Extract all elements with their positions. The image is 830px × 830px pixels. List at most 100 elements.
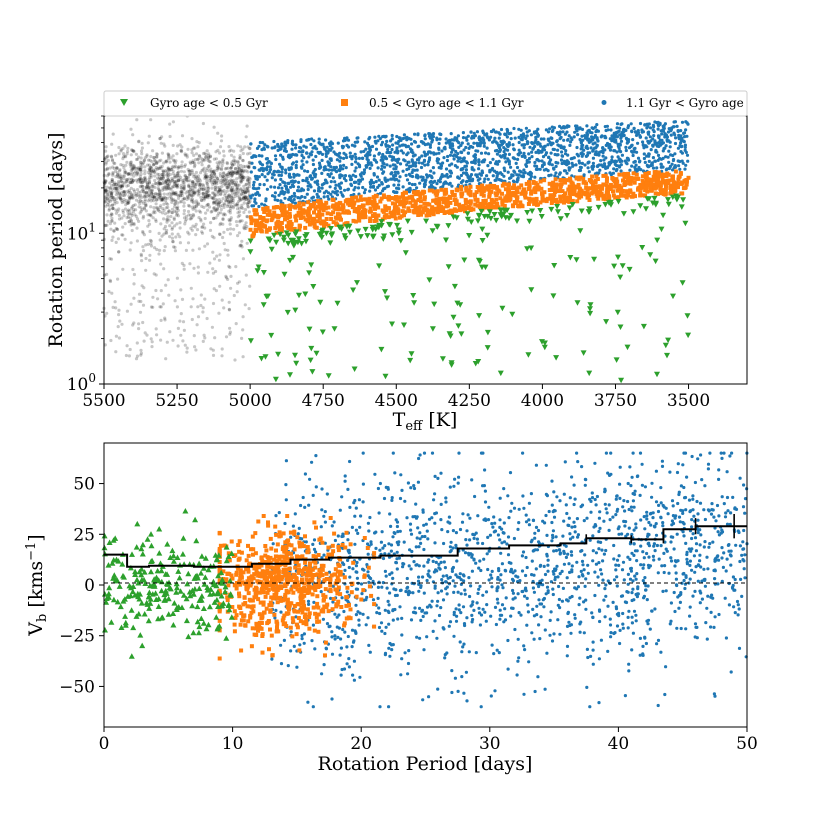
point-excluded [131, 323, 135, 327]
point-old [317, 185, 321, 190]
point-excluded [129, 127, 133, 131]
point-excluded [174, 235, 178, 239]
point-excluded [190, 188, 194, 192]
point-excluded [130, 212, 134, 216]
point-old [636, 131, 641, 135]
point-young [260, 270, 267, 276]
point-intermediate [254, 212, 259, 217]
point-excluded [175, 276, 179, 280]
point-old [651, 144, 655, 148]
point-old [356, 136, 360, 140]
point-excluded [137, 219, 141, 223]
point-excluded [117, 191, 121, 195]
point-old [457, 141, 461, 145]
point-old [561, 125, 566, 129]
point-excluded [203, 336, 207, 340]
point-excluded [128, 347, 132, 352]
point-excluded [213, 208, 217, 212]
point-intermediate [450, 210, 455, 215]
point-young [306, 270, 313, 276]
point-excluded [150, 189, 154, 193]
point-excluded [180, 190, 184, 194]
point-excluded [185, 197, 189, 201]
point-intermediate [446, 203, 451, 208]
point-excluded [243, 303, 247, 307]
point-old [499, 127, 504, 132]
point-excluded [125, 344, 129, 348]
point-old [555, 139, 559, 144]
point-old [678, 144, 682, 148]
point-intermediate [633, 194, 637, 199]
point-excluded [121, 267, 125, 271]
point-excluded [226, 253, 230, 257]
point-old [270, 176, 274, 180]
point-excluded [126, 212, 130, 216]
point-excluded [240, 178, 244, 182]
point-excluded [148, 158, 152, 162]
point-excluded [223, 167, 227, 171]
point-excluded [125, 216, 129, 220]
point-excluded [110, 184, 114, 188]
point-excluded [244, 169, 248, 173]
point-old [338, 169, 342, 173]
point-old [255, 146, 260, 150]
point-old [449, 132, 453, 136]
point-excluded [237, 280, 241, 284]
point-excluded [201, 187, 205, 192]
point-old [459, 180, 463, 185]
point-old [353, 169, 357, 173]
point-excluded [155, 333, 159, 337]
point-excluded [181, 320, 186, 324]
point-intermediate [410, 194, 415, 199]
point-old [365, 157, 369, 161]
point-excluded [160, 151, 164, 155]
point-excluded [121, 233, 125, 237]
point-excluded [197, 247, 201, 251]
point-excluded [175, 305, 179, 309]
point-excluded [241, 355, 245, 359]
point-old [554, 164, 558, 168]
point-excluded [115, 187, 119, 191]
point-excluded [146, 158, 151, 162]
point-excluded [108, 279, 113, 284]
point-old [272, 173, 276, 177]
point-old [519, 133, 523, 137]
point-excluded [117, 207, 121, 211]
point-old [662, 125, 666, 129]
point-old [299, 139, 303, 144]
point-excluded [174, 213, 179, 217]
point-old [665, 167, 669, 171]
point-intermediate [374, 194, 379, 199]
point-excluded [187, 169, 191, 173]
point-old [273, 198, 277, 202]
point-excluded [119, 187, 123, 191]
point-old [604, 128, 608, 133]
point-excluded [202, 159, 206, 163]
point-old [442, 156, 446, 160]
point-old [558, 172, 562, 176]
point-excluded [228, 171, 232, 175]
point-excluded [150, 345, 154, 349]
point-excluded [151, 295, 155, 299]
point-intermediate [373, 206, 377, 211]
point-excluded [161, 169, 165, 173]
point-excluded [154, 288, 158, 293]
point-excluded [141, 231, 145, 235]
point-old [354, 157, 358, 161]
point-excluded [140, 181, 144, 185]
point-excluded [145, 184, 149, 189]
point-old [507, 162, 511, 166]
point-intermediate [494, 193, 499, 198]
point-excluded [235, 290, 239, 294]
point-excluded [241, 257, 245, 261]
point-old [338, 159, 342, 163]
point-intermediate [676, 175, 681, 180]
point-old [383, 155, 387, 159]
point-intermediate [523, 193, 527, 198]
point-old [589, 146, 593, 150]
point-intermediate [257, 226, 262, 231]
point-excluded [151, 163, 155, 167]
point-excluded [170, 211, 175, 215]
point-old [373, 135, 377, 139]
point-excluded [207, 164, 211, 168]
